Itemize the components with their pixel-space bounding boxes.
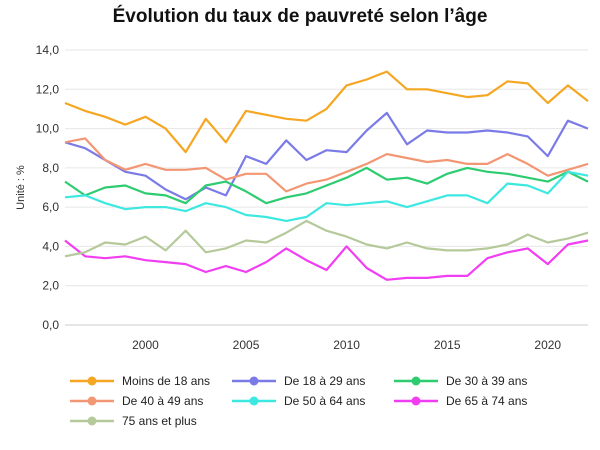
legend-label: De 50 à 64 ans <box>284 394 365 408</box>
legend: Moins de 18 ans De 18 à 29 ans De 30 à 39 … <box>70 374 527 428</box>
legend-swatch-marker <box>87 396 97 406</box>
x-tick-label: 2020 <box>534 338 561 352</box>
legend-swatch-marker <box>87 416 97 426</box>
x-tick-label: 2010 <box>333 338 360 352</box>
legend-item[interactable]: De 40 à 49 ans <box>70 394 203 408</box>
legend-item[interactable]: De 65 à 74 ans <box>394 394 527 408</box>
legend-swatch-marker <box>411 396 421 406</box>
legend-label: De 65 à 74 ans <box>446 394 527 408</box>
series-4 <box>64 170 589 222</box>
grid-layer <box>65 49 588 326</box>
legend-label: Moins de 18 ans <box>122 374 210 388</box>
y-tick-label: 6,0 <box>42 200 59 214</box>
legend-item[interactable]: De 30 à 39 ans <box>394 374 527 388</box>
chart-title: Évolution du taux de pauvreté selon l’âg… <box>112 6 488 27</box>
legend-label: De 30 à 39 ans <box>446 374 527 388</box>
series-3 <box>64 137 589 193</box>
legend-label: De 18 à 29 ans <box>284 374 365 388</box>
x-tick-label: 2005 <box>233 338 260 352</box>
legend-item[interactable]: De 18 à 29 ans <box>232 374 365 388</box>
y-tick-label: 12,0 <box>36 82 60 96</box>
x-tick-label: 2000 <box>132 338 159 352</box>
x-tick-label: 2015 <box>434 338 461 352</box>
legend-swatch-marker <box>249 376 259 386</box>
series-layer <box>64 70 589 281</box>
y-tick-label: 14,0 <box>36 43 60 57</box>
series-0 <box>64 70 589 154</box>
legend-label: 75 ans et plus <box>122 414 197 428</box>
y-axis-label: Unité : % <box>15 165 27 210</box>
axis-layer: 0,0 2,0 4,0 6,0 8,0 10,0 12,0 14,0 2000 2005 2010 2… <box>15 43 561 352</box>
series-line <box>64 166 589 205</box>
y-tick-label: 10,0 <box>36 122 60 136</box>
series-2 <box>64 166 589 205</box>
legend-swatch-marker <box>249 396 259 406</box>
legend-swatch-marker <box>87 376 97 386</box>
series-line <box>64 219 589 258</box>
series-6 <box>64 219 589 258</box>
y-tick-label: 2,0 <box>42 279 59 293</box>
legend-item[interactable]: 75 ans et plus <box>70 414 197 428</box>
y-tick-label: 0,0 <box>42 318 59 332</box>
series-5 <box>64 239 589 281</box>
series-line <box>64 137 589 193</box>
legend-swatch-marker <box>411 376 421 386</box>
y-tick-label: 4,0 <box>42 239 59 253</box>
series-line <box>64 111 589 201</box>
y-tick-label: 8,0 <box>42 161 59 175</box>
legend-item[interactable]: De 50 à 64 ans <box>232 394 365 408</box>
series-line <box>64 170 589 222</box>
series-line <box>64 70 589 154</box>
legend-item[interactable]: Moins de 18 ans <box>70 374 210 388</box>
legend-label: De 40 à 49 ans <box>122 394 203 408</box>
